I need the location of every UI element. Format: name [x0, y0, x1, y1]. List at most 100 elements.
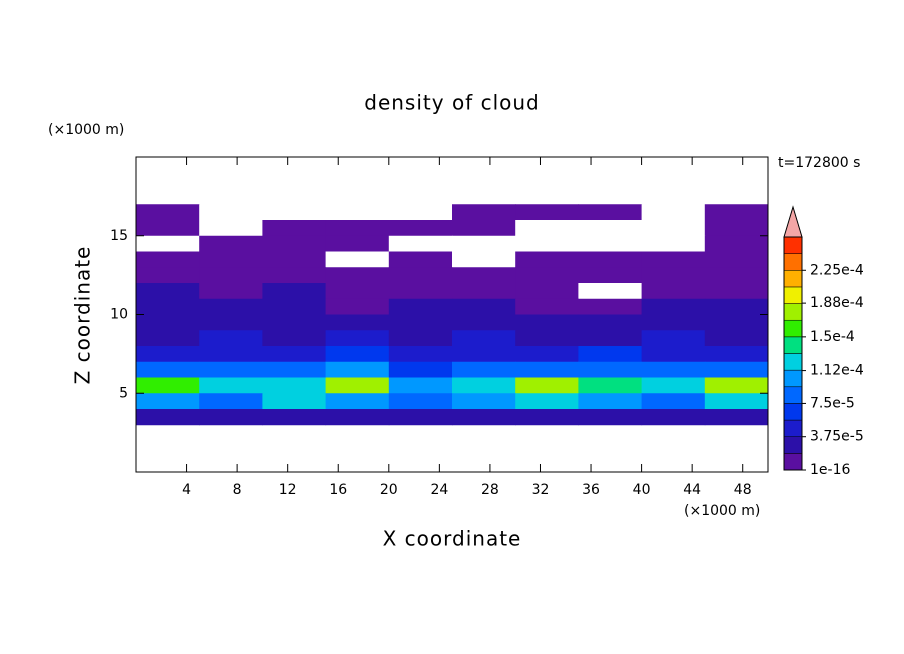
contour-cell — [578, 361, 643, 378]
contour-cell — [388, 330, 453, 347]
x-tick-label: 44 — [683, 482, 701, 498]
contour-cell — [388, 298, 453, 315]
colorbar-label: 3.75e-5 — [810, 429, 864, 445]
contour-cell — [388, 361, 453, 378]
contour-cell — [578, 220, 643, 237]
colorbar-band — [783, 236, 803, 254]
contour-cell — [515, 393, 579, 410]
contour-cell — [452, 298, 516, 315]
contour-cell — [704, 330, 769, 347]
x-tick-label: 32 — [532, 482, 550, 498]
contour-cell — [262, 251, 327, 268]
contour-cell — [578, 204, 643, 221]
colorbar-band — [783, 270, 803, 288]
contour-cell — [578, 251, 643, 268]
contour-cell — [136, 314, 200, 331]
contour-cell — [578, 267, 643, 284]
colorbar-band — [783, 336, 803, 354]
contour-cell — [452, 267, 516, 284]
contour-cell — [452, 361, 516, 378]
contour-cell — [452, 251, 516, 268]
contour-cell — [641, 361, 706, 378]
contour-cell — [641, 346, 706, 363]
x-tick-label: 28 — [481, 482, 499, 498]
contour-cell — [515, 251, 579, 268]
contour-cell — [199, 267, 263, 284]
contour-cell — [199, 330, 263, 347]
contour-cell — [199, 283, 263, 300]
contour-cell — [578, 346, 643, 363]
contour-cell — [515, 220, 579, 237]
colorbar-band — [783, 386, 803, 404]
contour-cell — [641, 267, 706, 284]
contour-cell — [515, 346, 579, 363]
contour-cell — [262, 283, 327, 300]
x-tick-label: 8 — [233, 482, 242, 498]
contour-cell — [515, 361, 579, 378]
contour-cell — [578, 393, 643, 410]
contour-cell — [325, 346, 390, 363]
contour-cell — [704, 346, 769, 363]
contour-cell — [704, 409, 769, 426]
contour-cell — [199, 251, 263, 268]
contour-cell — [325, 235, 390, 252]
contour-cell — [704, 377, 769, 394]
contour-cell — [515, 204, 579, 221]
contour-cell — [515, 409, 579, 426]
colorbar-band — [783, 403, 803, 421]
colorbar-band — [783, 419, 803, 437]
x-unit: (×1000 m) — [684, 503, 760, 519]
colorbar-label: 1.88e-4 — [810, 295, 864, 311]
contour-cell — [578, 377, 643, 394]
contour-cell — [325, 298, 390, 315]
contour-cell — [641, 235, 706, 252]
contour-cell — [452, 330, 516, 347]
contour-cell — [704, 283, 769, 300]
colorbar-band — [783, 253, 803, 271]
contour-cell — [388, 393, 453, 410]
y-tick-label: 15 — [110, 228, 128, 244]
contour-cell — [641, 314, 706, 331]
contour-cell — [136, 267, 200, 284]
colorbar-band — [783, 303, 803, 321]
contour-cell — [325, 314, 390, 331]
contour-cell — [262, 361, 327, 378]
contour-cell — [199, 298, 263, 315]
contour-cell — [388, 267, 453, 284]
y-unit: (×1000 m) — [48, 122, 124, 138]
contour-cell — [136, 361, 200, 378]
contour-cell — [262, 409, 327, 426]
contour-cell — [199, 204, 263, 221]
contour-cell — [452, 204, 516, 221]
x-axis-label: X coordinate — [383, 527, 522, 551]
contour-cell — [452, 235, 516, 252]
contour-cell — [452, 283, 516, 300]
contour-cell — [199, 346, 263, 363]
contour-cell — [136, 393, 200, 410]
contour-cell — [136, 220, 200, 237]
y-tick-label: 10 — [110, 307, 128, 323]
contour-cell — [262, 377, 327, 394]
contour-cell — [262, 298, 327, 315]
contour-cell — [388, 283, 453, 300]
contour-cell — [515, 267, 579, 284]
contour-cell — [641, 298, 706, 315]
contour-cell — [515, 314, 579, 331]
colorbar-band — [783, 453, 803, 471]
contour-cell — [578, 235, 643, 252]
x-tick-label: 12 — [279, 482, 297, 498]
colorbar-band — [783, 286, 803, 304]
contour-cell — [325, 377, 390, 394]
x-tick-label: 24 — [430, 482, 448, 498]
contour-cell — [388, 346, 453, 363]
contour-cell — [136, 330, 200, 347]
contour-cell — [136, 235, 200, 252]
contour-cell — [704, 361, 769, 378]
contour-cell — [578, 283, 643, 300]
colorbar-band — [783, 353, 803, 371]
contour-cell — [452, 393, 516, 410]
contour-cell — [641, 409, 706, 426]
contour-cell — [515, 330, 579, 347]
contour-cell — [199, 314, 263, 331]
